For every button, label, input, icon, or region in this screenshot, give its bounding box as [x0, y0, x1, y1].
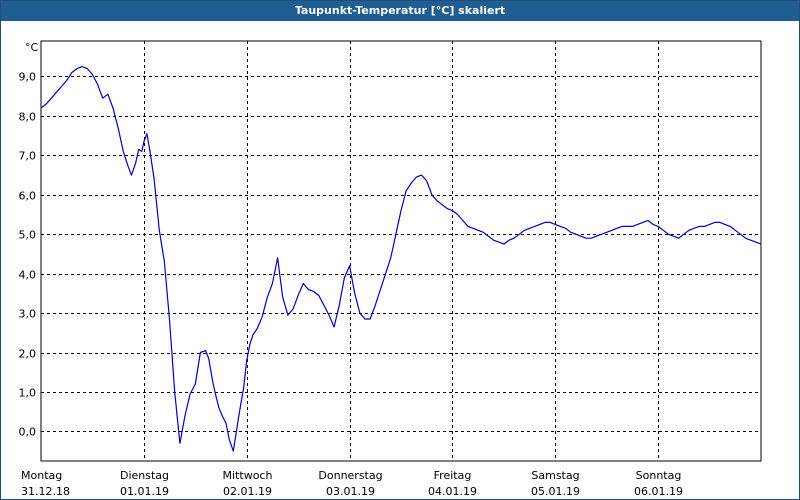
- y-tick-label: 0,0: [19, 426, 37, 439]
- dewpoint-series-line: [40, 65, 762, 452]
- x-tick-day: Sonntag: [636, 469, 682, 482]
- y-tick-label: 9,0: [19, 71, 37, 84]
- x-tick-day: Montag: [21, 469, 62, 482]
- y-tick-label: 4,0: [19, 269, 37, 282]
- x-tick-day: Mittwoch: [223, 469, 273, 482]
- x-tick-date: 31.12.18: [21, 485, 70, 498]
- y-tick-label: 8,0: [19, 111, 37, 124]
- x-tick-date: 05.01.19: [531, 485, 580, 498]
- chart-area: 9,0 8,0 7,0 6,0 5,0 4,0 3,0 2,0 1,0 0,0 °C Montag 31…: [19, 40, 762, 498]
- x-tick-date: 06.01.19: [634, 485, 683, 498]
- plot-area: 9,0 8,0 7,0 6,0 5,0 4,0 3,0 2,0 1,0 0,0 °C Montag 31…: [19, 40, 762, 498]
- x-tick-date: 03.01.19: [326, 485, 375, 498]
- x-tick-date: 01.01.19: [120, 485, 169, 498]
- chart-title: Taupunkt-Temperatur [°C] skaliert: [1, 1, 799, 21]
- y-axis-unit: °C: [25, 41, 39, 54]
- x-tick-day: Freitag: [434, 469, 472, 482]
- y-tick-label: 2,0: [19, 348, 37, 361]
- x-tick-date: 04.01.19: [428, 485, 477, 498]
- y-tick-label: 6,0: [19, 190, 37, 203]
- y-tick-label: 5,0: [19, 229, 37, 242]
- x-tick-day: Dienstag: [120, 469, 169, 482]
- y-tick-label: 1,0: [19, 387, 37, 400]
- x-tick-day: Samstag: [531, 469, 579, 482]
- x-tick-date: 02.01.19: [223, 485, 272, 498]
- plot-border: [40, 40, 762, 462]
- y-tick-label: 7,0: [19, 150, 37, 163]
- x-tick-day: Donnerstag: [318, 469, 382, 482]
- y-tick-label: 3,0: [19, 308, 37, 321]
